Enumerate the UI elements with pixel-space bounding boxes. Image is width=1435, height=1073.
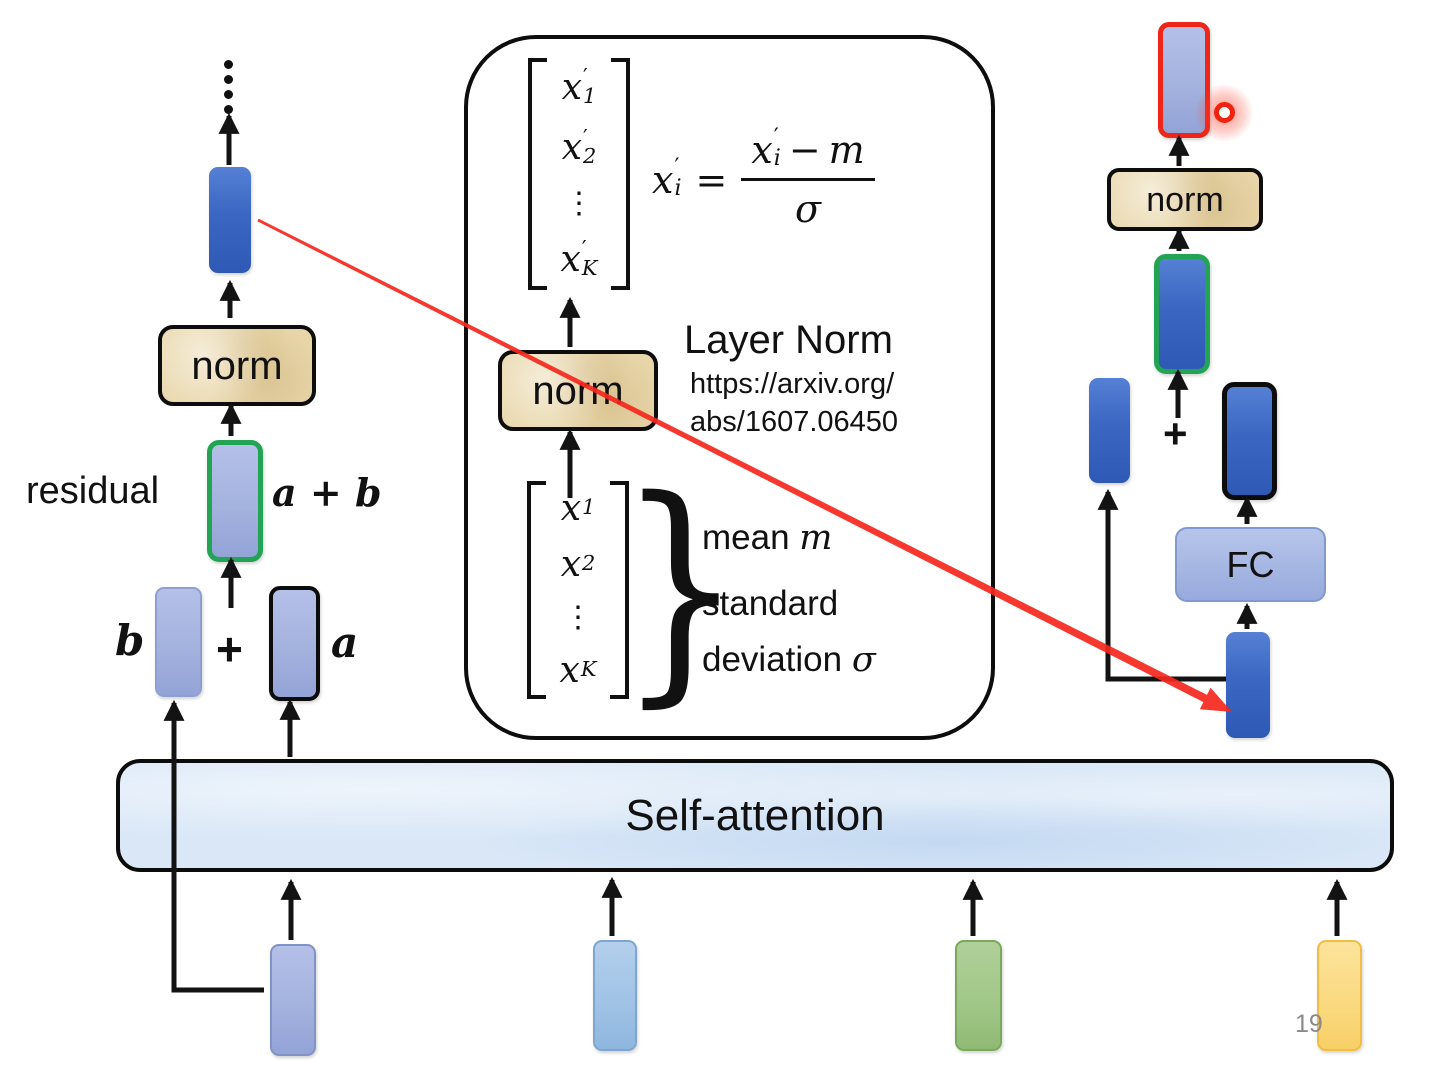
right-skip-vector <box>1089 378 1130 483</box>
bracket-left <box>527 481 546 699</box>
fc-output-vector <box>1222 382 1277 500</box>
center-norm-label: norm <box>532 368 624 413</box>
input-token-1 <box>270 944 316 1056</box>
right-norm-label: norm <box>1146 180 1224 219</box>
layer-norm-formula: x ′ i = x ′ i − m σ <box>652 126 875 231</box>
input-a-label: a <box>331 618 359 667</box>
std-annotation-line1: standard <box>702 584 839 623</box>
fc-box: FC <box>1175 527 1326 602</box>
residual-sum-vector <box>207 440 263 562</box>
mean-annotation: mean m <box>702 518 833 558</box>
arxiv-url-line1: https://arxiv.org/ <box>690 368 895 400</box>
left-norm-box: norm <box>158 325 316 406</box>
input-b-label: b <box>115 616 145 665</box>
vector-a <box>269 586 320 701</box>
self-attention-label: Self-attention <box>625 790 885 840</box>
right-plus-sign: + <box>1163 410 1188 457</box>
input-token-3 <box>955 940 1002 1051</box>
std-annotation-line2: deviation σ <box>702 640 876 680</box>
self-attention-bar: Self-attention <box>116 759 1394 872</box>
input-token-4 <box>1317 940 1362 1051</box>
vertical-ellipsis-icon <box>224 60 233 114</box>
arxiv-url-line2: abs/1607.06450 <box>690 406 899 438</box>
right-residual-sum-vector <box>1154 254 1210 374</box>
bracket-right <box>611 58 630 290</box>
laser-pointer-dot-icon <box>1214 102 1235 123</box>
residual-label: residual <box>26 470 160 512</box>
left-output-vector <box>209 167 251 273</box>
layer-norm-title: Layer Norm <box>684 318 893 362</box>
input-token-2 <box>593 940 637 1051</box>
a-plus-b-label: a + b <box>272 470 382 515</box>
right-norm-box: norm <box>1107 168 1263 231</box>
left-plus-sign: + <box>216 623 243 675</box>
center-norm-box: norm <box>498 350 658 431</box>
fc-label: FC <box>1226 543 1275 585</box>
bracket-left <box>528 58 547 290</box>
normalized-vector: x ′ 1 x ′ 2 ⋮ x ′ K <box>528 58 630 290</box>
page-number: 19 <box>1295 1010 1323 1038</box>
vector-b <box>155 587 202 697</box>
left-norm-label: norm <box>191 343 283 388</box>
attention-output-vector <box>1226 632 1270 738</box>
